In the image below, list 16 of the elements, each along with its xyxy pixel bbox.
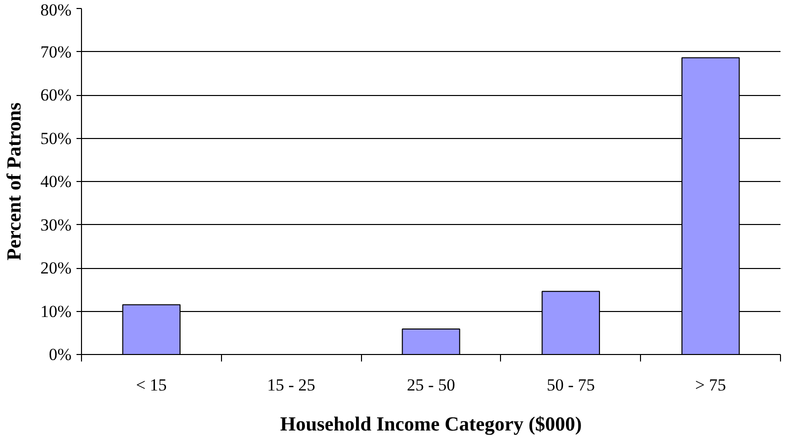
x-tick-label: 15 - 25 xyxy=(267,376,316,394)
x-tick-label: 25 - 50 xyxy=(406,376,456,394)
y-axis-title: Percent of Patrons xyxy=(3,102,26,261)
x-tick-label: 50 - 75 xyxy=(546,376,595,394)
x-axis-title: Household Income Category ($000) xyxy=(280,414,582,436)
y-tick-label: 30% xyxy=(40,215,72,234)
y-tick-label: 80% xyxy=(40,0,72,20)
x-tick-label: < 15 xyxy=(136,376,167,394)
x-tick-label: > 75 xyxy=(695,376,726,394)
y-tick-label: 60% xyxy=(40,86,72,104)
y-tick-label: 70% xyxy=(40,42,72,62)
y-tick-label: 20% xyxy=(40,258,72,278)
y-tick-label: 50% xyxy=(40,128,72,148)
y-tick-label: 0% xyxy=(48,345,72,364)
y-tick-label: 10% xyxy=(40,302,72,321)
y-tick-label: 40% xyxy=(40,172,72,191)
